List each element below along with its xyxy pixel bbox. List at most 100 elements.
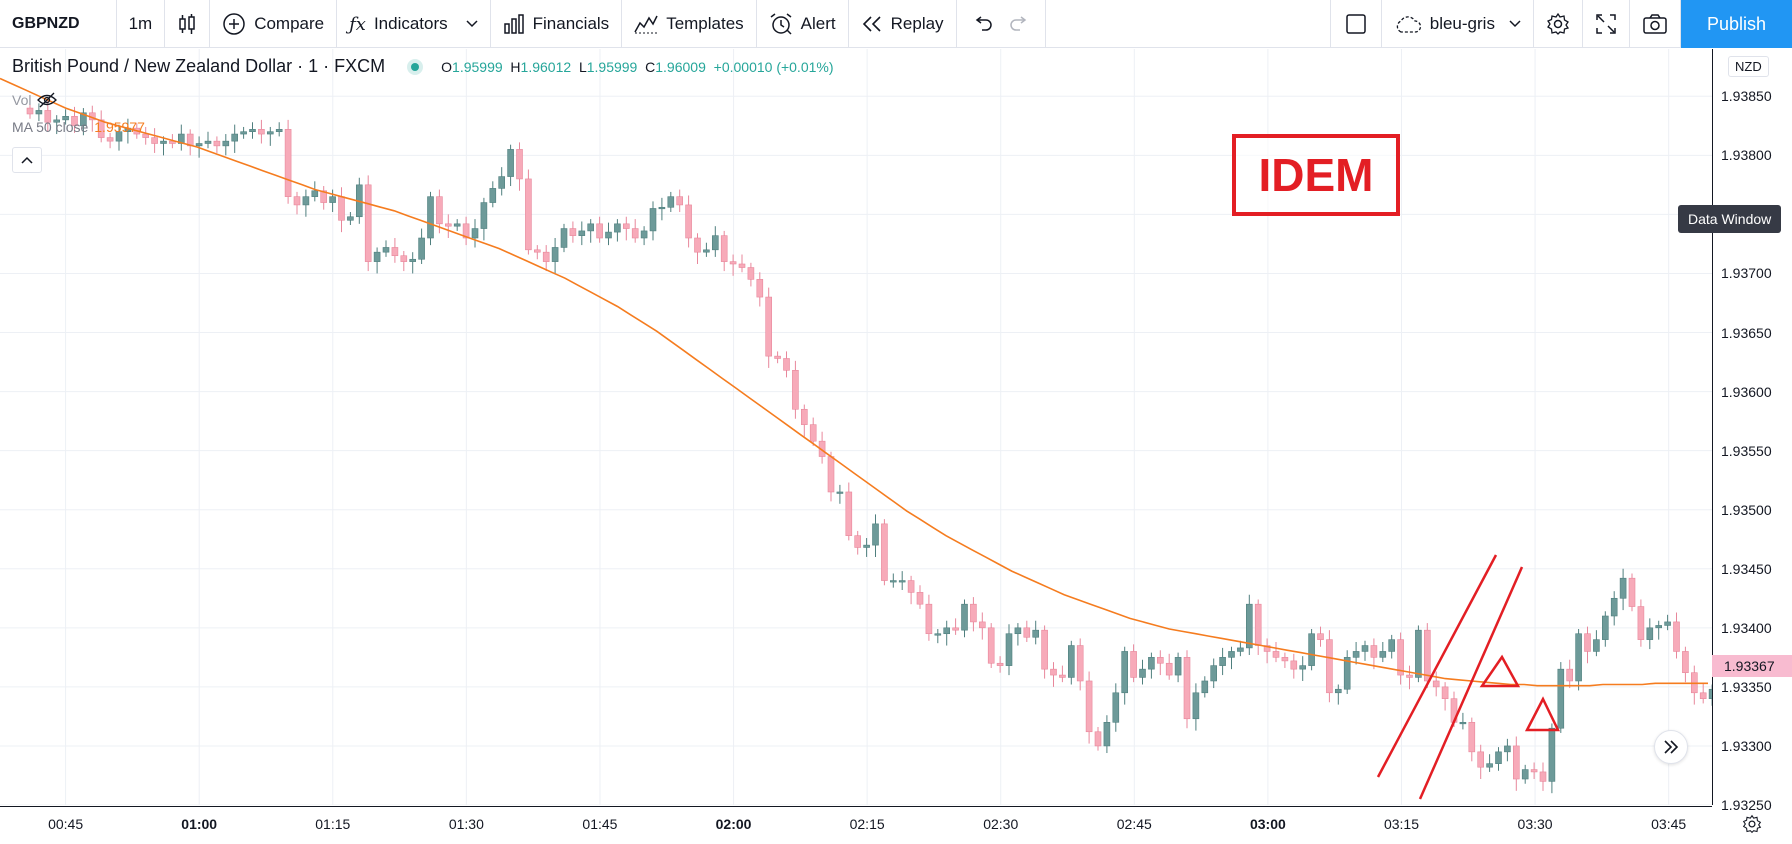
chart-settings-icon[interactable]: [1740, 812, 1764, 836]
candle-body: [1424, 629, 1431, 682]
ma-legend[interactable]: MA 50 close 1.95977: [12, 119, 145, 135]
candle-body: [703, 249, 710, 253]
candle-body: [53, 119, 61, 123]
eye-hidden-icon[interactable]: [37, 92, 58, 108]
time-tick-label: 01:45: [582, 816, 618, 832]
candle-body: [889, 580, 897, 583]
candle-body: [560, 228, 568, 248]
candle-body: [1210, 665, 1217, 682]
candle-body: [792, 369, 799, 410]
annotation-box[interactable]: IDEM: [1232, 134, 1400, 216]
candle-body: [578, 230, 586, 236]
templates-label: Templates: [666, 14, 744, 33]
financials-button[interactable]: Financials: [491, 0, 623, 48]
price-tick-label: 1.93850: [1721, 88, 1772, 105]
candle-body: [1682, 651, 1689, 674]
chart-type-button[interactable]: [165, 0, 211, 48]
undo-redo-group: [957, 0, 1046, 48]
high-value: 1.96012: [520, 58, 572, 75]
candle-body: [1148, 657, 1155, 670]
candle-body: [961, 603, 968, 631]
candle-body: [1157, 657, 1164, 664]
candle-body: [720, 235, 728, 262]
collapse-legend-button[interactable]: [12, 147, 42, 173]
candle-body: [729, 261, 737, 265]
time-tick-label: 01:15: [315, 816, 351, 832]
alert-button[interactable]: Alert: [757, 0, 849, 48]
templates-button[interactable]: Templates: [622, 0, 757, 48]
low-value: 1.95999: [586, 58, 638, 75]
candle-body: [1174, 657, 1182, 676]
candle-body: [765, 296, 773, 357]
time-tick-label: 02:00: [715, 816, 752, 832]
interval-button[interactable]: 1m: [117, 0, 166, 48]
candle-body: [533, 249, 541, 253]
select-layout-button[interactable]: [1331, 0, 1382, 48]
price-tick-label: 1.93800: [1721, 147, 1772, 164]
candlestick-chart[interactable]: [0, 49, 1712, 805]
last-price-label: 1.93367: [1712, 655, 1792, 677]
candle-body: [631, 228, 639, 239]
candle-body: [1468, 722, 1476, 753]
layout-name-button[interactable]: bleu-gris: [1382, 0, 1534, 48]
candle-body: [1219, 657, 1226, 666]
symbol-search-button[interactable]: GBPNZD: [0, 0, 117, 48]
candle-body: [1237, 647, 1244, 652]
candle-body: [525, 178, 532, 251]
currency-badge[interactable]: NZD: [1728, 56, 1769, 77]
candle-body: [1664, 621, 1671, 626]
candle-body: [302, 196, 310, 206]
time-tick-label: 03:45: [1651, 816, 1687, 832]
price-scale[interactable]: 1.938501.938001.937501.937001.936501.936…: [1712, 49, 1792, 813]
candle-body: [845, 491, 853, 536]
candle-body: [338, 196, 345, 221]
candle-body: [1602, 615, 1609, 640]
candle-body: [1192, 692, 1200, 720]
time-scale[interactable]: 00:45 01:00 01:15 01:30 01:45 02:00 02:15 02:30…: [0, 806, 1712, 844]
camera-icon: [1642, 13, 1668, 35]
candle-body: [275, 129, 283, 132]
annotation-text: IDEM: [1258, 149, 1374, 201]
price-tick-label: 1.93350: [1721, 678, 1772, 695]
publish-button[interactable]: Publish: [1680, 0, 1792, 48]
candle-body: [1539, 771, 1547, 782]
candle-body: [400, 255, 408, 262]
volume-legend[interactable]: Vol: [12, 92, 58, 108]
candle-body: [1050, 668, 1057, 676]
candle-body: [1076, 645, 1084, 682]
candle-body: [952, 627, 959, 631]
candle-body: [347, 216, 354, 221]
indicators-button[interactable]: ƒx Indicators: [337, 0, 491, 48]
candle-body: [1023, 627, 1031, 638]
candle-body: [1272, 651, 1280, 658]
candle-body: [836, 491, 844, 494]
candle-body: [106, 137, 114, 142]
fullscreen-button[interactable]: [1583, 0, 1630, 48]
candle-body: [1201, 680, 1209, 694]
candle-body: [1610, 597, 1618, 617]
candle-body: [364, 184, 372, 262]
compare-button[interactable]: Compare: [210, 0, 338, 48]
redo-icon[interactable]: [1009, 16, 1029, 32]
screenshot-button[interactable]: [1630, 0, 1681, 48]
undo-icon[interactable]: [973, 16, 993, 32]
chart-pane[interactable]: [0, 49, 1712, 805]
candle-body: [1379, 651, 1387, 658]
candle-body: [44, 110, 52, 123]
candle-body: [1441, 686, 1449, 699]
chevron-down-icon[interactable]: [466, 20, 478, 28]
candle-body: [62, 116, 69, 121]
candle-body: [1103, 722, 1111, 747]
replay-button[interactable]: Replay: [849, 0, 957, 48]
candle-body: [444, 223, 452, 227]
candle-body: [462, 223, 470, 239]
candle-body: [863, 544, 870, 548]
candle-body: [800, 408, 808, 425]
candle-body: [649, 208, 657, 232]
scroll-to-realtime-button[interactable]: [1654, 730, 1688, 764]
candle-body: [809, 424, 817, 442]
candle-body: [1477, 751, 1484, 768]
settings-button[interactable]: [1534, 0, 1583, 48]
candle-body: [1370, 645, 1378, 658]
candle-body: [898, 580, 906, 583]
